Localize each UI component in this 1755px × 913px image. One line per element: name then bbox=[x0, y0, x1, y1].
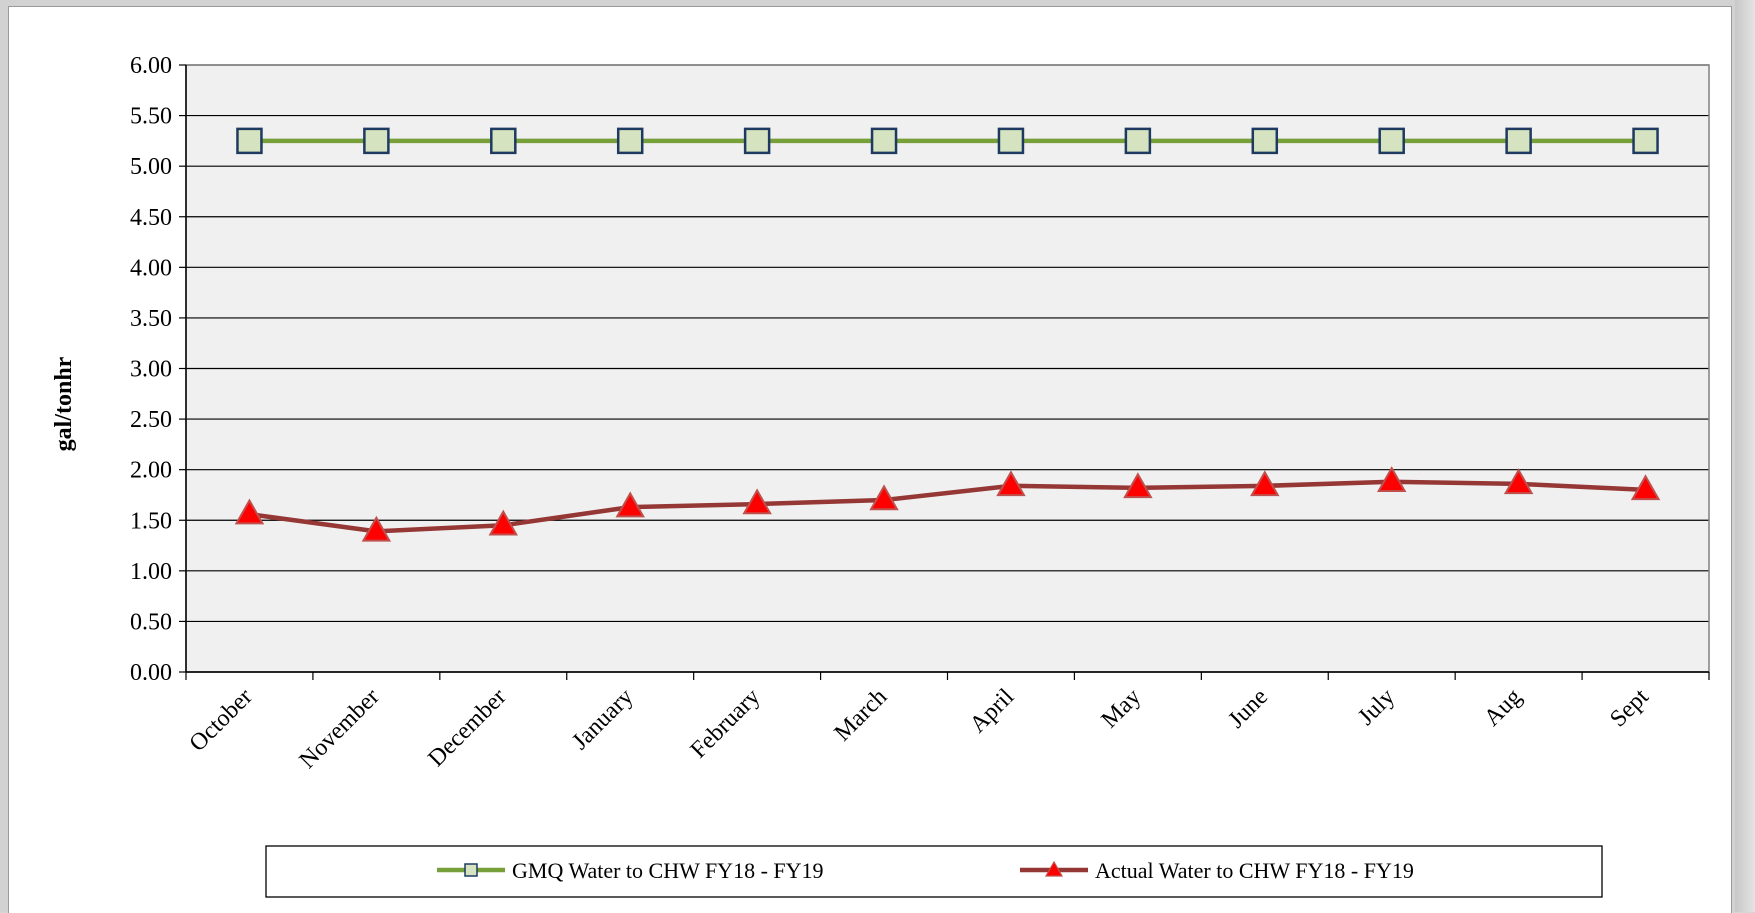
legend-item: GMQ Water to CHW FY18 - FY19 bbox=[437, 858, 824, 883]
window-edge bbox=[1735, 0, 1755, 912]
triangle-marker bbox=[234, 498, 265, 525]
x-tick-label: January bbox=[567, 684, 638, 755]
y-tick-label: 0.00 bbox=[130, 660, 172, 686]
y-tick-label: 0.50 bbox=[130, 609, 172, 635]
x-tick-label: October bbox=[185, 684, 258, 757]
y-axis-tick-labels: 0.00 0.50 1.00 1.50 2.00 2.50 3.00 3.50 4.00 4.50… bbox=[130, 53, 172, 686]
triangle-marker bbox=[615, 491, 645, 518]
x-axis-tick-labels: October November December January February Ma… bbox=[185, 684, 1654, 774]
square-marker bbox=[1505, 127, 1532, 155]
series-group bbox=[234, 127, 1661, 542]
series-2 bbox=[234, 466, 1661, 542]
square-marker bbox=[870, 127, 898, 155]
x-tick-label: June bbox=[1224, 684, 1273, 733]
legend-triangle-marker bbox=[1044, 860, 1064, 877]
y-tick-label: 2.00 bbox=[130, 458, 172, 484]
y-tick-label: 6.00 bbox=[130, 53, 172, 79]
square-marker bbox=[236, 127, 263, 155]
y-tick-label: 5.50 bbox=[130, 104, 172, 130]
x-tick-label: December bbox=[423, 684, 511, 772]
y-tick-label: 1.00 bbox=[130, 559, 172, 585]
y-axis-title: gal/tonhr bbox=[51, 356, 77, 451]
triangle-marker bbox=[1250, 470, 1280, 497]
x-tick-label: November bbox=[295, 684, 385, 774]
square-marker bbox=[1378, 127, 1405, 155]
y-tick-label: 5.00 bbox=[130, 154, 172, 180]
triangle-marker bbox=[1503, 468, 1534, 495]
series-1 bbox=[236, 127, 1659, 155]
legend-label: GMQ Water to CHW FY18 - FY19 bbox=[512, 858, 824, 883]
line-chart: 0.00 0.50 1.00 1.50 2.00 2.50 3.00 3.50 4.00 4.50… bbox=[51, 53, 1710, 898]
x-tick-label: March bbox=[830, 684, 893, 747]
square-marker bbox=[490, 127, 517, 155]
legend-square-marker bbox=[464, 863, 478, 877]
x-tick-label: February bbox=[686, 684, 766, 764]
square-marker bbox=[997, 127, 1025, 155]
triangle-marker bbox=[742, 488, 772, 515]
x-tick-label: July bbox=[1353, 684, 1400, 731]
triangle-marker bbox=[869, 484, 899, 511]
triangle-marker bbox=[361, 515, 392, 542]
square-marker bbox=[616, 127, 644, 155]
triangle-marker bbox=[996, 470, 1026, 497]
y-tick-label: 2.50 bbox=[130, 407, 172, 433]
triangle-marker bbox=[1123, 472, 1153, 499]
y-tick-label: 4.00 bbox=[130, 255, 172, 281]
x-tick-label: Aug bbox=[1479, 684, 1527, 732]
square-marker bbox=[1251, 127, 1279, 155]
square-marker bbox=[1632, 127, 1659, 155]
triangle-marker bbox=[1376, 466, 1407, 493]
square-marker bbox=[1124, 127, 1152, 155]
x-tick-label: April bbox=[965, 684, 1019, 738]
y-tick-label: 1.50 bbox=[130, 508, 172, 534]
triangle-marker bbox=[1630, 474, 1661, 501]
gridlines bbox=[186, 64, 1709, 673]
axes bbox=[179, 64, 1710, 680]
x-tick-label: Sept bbox=[1605, 684, 1654, 733]
square-marker bbox=[363, 127, 390, 155]
x-tick-label: May bbox=[1097, 684, 1146, 733]
y-tick-label: 3.00 bbox=[130, 357, 172, 383]
triangle-marker bbox=[488, 509, 519, 536]
square-marker bbox=[743, 127, 771, 155]
legend-label: Actual Water to CHW FY18 - FY19 bbox=[1095, 858, 1414, 883]
series-line bbox=[249, 479, 1646, 534]
chart-area: 0.00 0.50 1.00 1.50 2.00 2.50 3.00 3.50 4.00 4.50… bbox=[8, 6, 1732, 913]
y-tick-label: 4.50 bbox=[130, 205, 172, 231]
legend: GMQ Water to CHW FY18 - FY19 Actual Water… bbox=[265, 845, 1603, 898]
y-tick-label: 3.50 bbox=[130, 306, 172, 332]
legend-item: Actual Water to CHW FY18 - FY19 bbox=[1020, 858, 1414, 883]
